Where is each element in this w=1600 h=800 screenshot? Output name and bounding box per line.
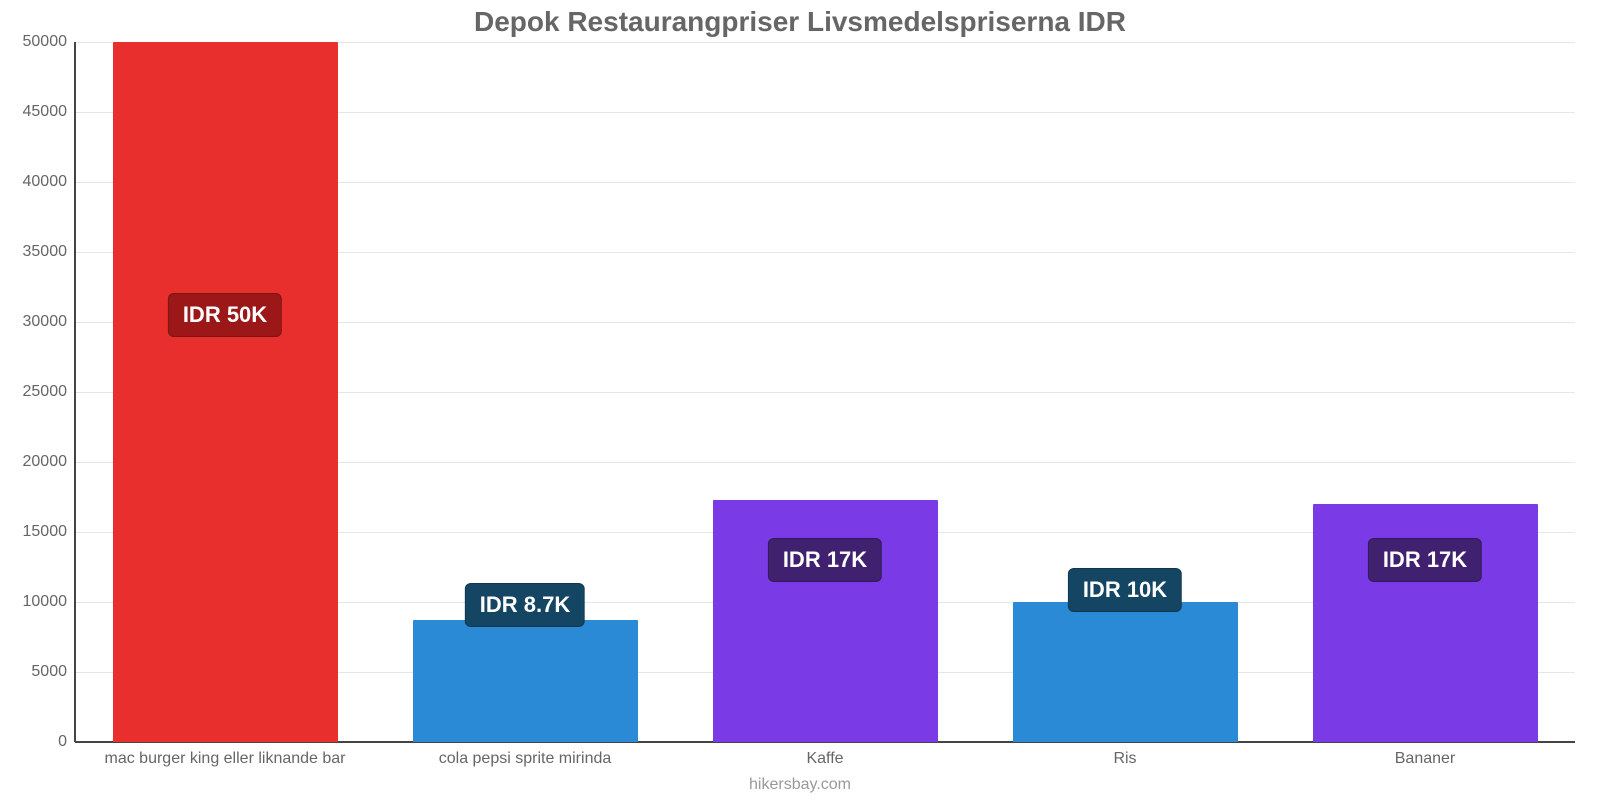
chart-footer: hikersbay.com: [0, 776, 1600, 794]
y-tick-label: 15000: [23, 523, 76, 541]
bar: IDR 17K: [1313, 504, 1538, 742]
y-tick-label: 50000: [23, 33, 76, 51]
bar-value-badge: IDR 17K: [1368, 538, 1482, 582]
bar-value-badge: IDR 10K: [1068, 568, 1182, 612]
x-tick-label: Kaffe: [806, 742, 843, 768]
bar-value-badge: IDR 17K: [768, 538, 882, 582]
plot-area: 0500010000150002000025000300003500040000…: [75, 42, 1575, 742]
chart-title: Depok Restaurangpriser Livsmedelsprisern…: [0, 6, 1600, 38]
y-tick-label: 20000: [23, 453, 76, 471]
bar: IDR 10K: [1013, 602, 1238, 742]
bar: IDR 50K: [113, 42, 338, 742]
x-tick-label: Bananer: [1395, 742, 1456, 768]
y-tick-label: 0: [58, 733, 75, 751]
bar: IDR 8.7K: [413, 620, 638, 742]
x-tick-label: mac burger king eller liknande bar: [104, 742, 345, 768]
y-tick-label: 25000: [23, 383, 76, 401]
y-tick-label: 40000: [23, 173, 76, 191]
y-tick-label: 35000: [23, 243, 76, 261]
y-tick-label: 10000: [23, 593, 76, 611]
price-bar-chart: Depok Restaurangpriser Livsmedelsprisern…: [0, 0, 1600, 800]
x-tick-label: cola pepsi sprite mirinda: [439, 742, 612, 768]
y-tick-label: 30000: [23, 313, 76, 331]
bar-value-badge: IDR 50K: [168, 293, 282, 337]
bar: IDR 17K: [713, 500, 938, 742]
bars-container: IDR 50K IDR 8.7K IDR 17K IDR 10K IDR 17K: [75, 42, 1575, 742]
y-tick-label: 5000: [31, 663, 75, 681]
bar-value-badge: IDR 8.7K: [465, 583, 585, 627]
x-tick-label: Ris: [1113, 742, 1136, 768]
y-tick-label: 45000: [23, 103, 76, 121]
